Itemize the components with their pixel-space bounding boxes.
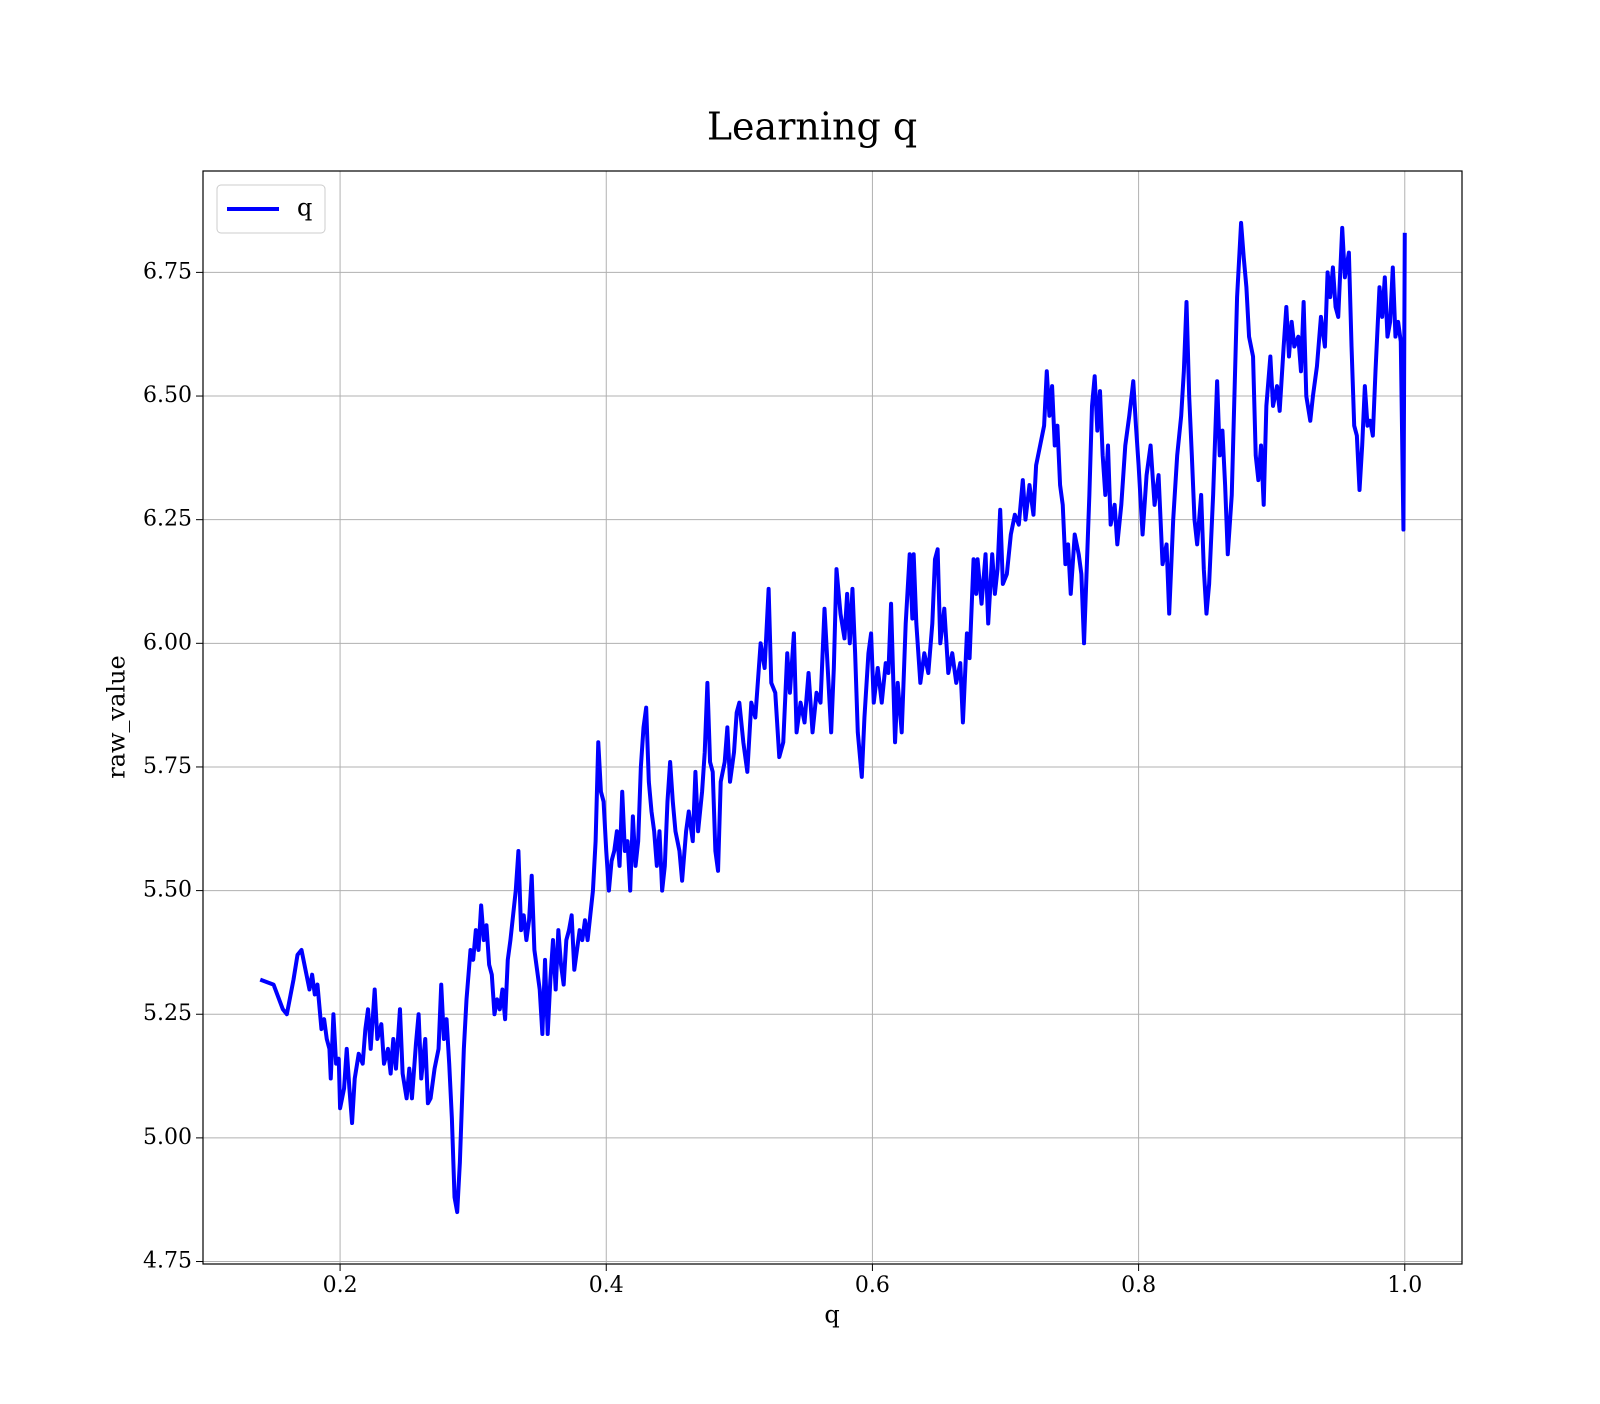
y-tick-label: 6.00 [143, 630, 192, 655]
plot-frame [202, 170, 1463, 1265]
x-axis-label: q [824, 1301, 839, 1329]
y-tick-label: 5.75 [143, 754, 192, 779]
y-tick-label: 4.75 [143, 1249, 192, 1274]
chart-title: Learning q [707, 105, 917, 149]
x-tick-label: 1.0 [1387, 1273, 1422, 1298]
y-tick-label: 5.50 [143, 878, 192, 903]
x-tick-label: 0.2 [323, 1273, 358, 1298]
x-tick-label: 0.4 [589, 1273, 624, 1298]
y-tick-label: 5.25 [143, 1001, 192, 1026]
data-line [259, 220, 1407, 1215]
legend: q [216, 184, 326, 234]
x-tick-label: 0.6 [855, 1273, 890, 1298]
y-tick-label: 6.75 [143, 259, 192, 284]
x-tick-label: 0.8 [1121, 1273, 1156, 1298]
y-axis-label: raw_value [103, 655, 131, 779]
y-tick-label: 6.50 [143, 383, 192, 408]
legend-label: q [297, 194, 312, 222]
y-tick-label: 6.25 [143, 507, 192, 532]
y-tick-label: 5.00 [143, 1125, 192, 1150]
